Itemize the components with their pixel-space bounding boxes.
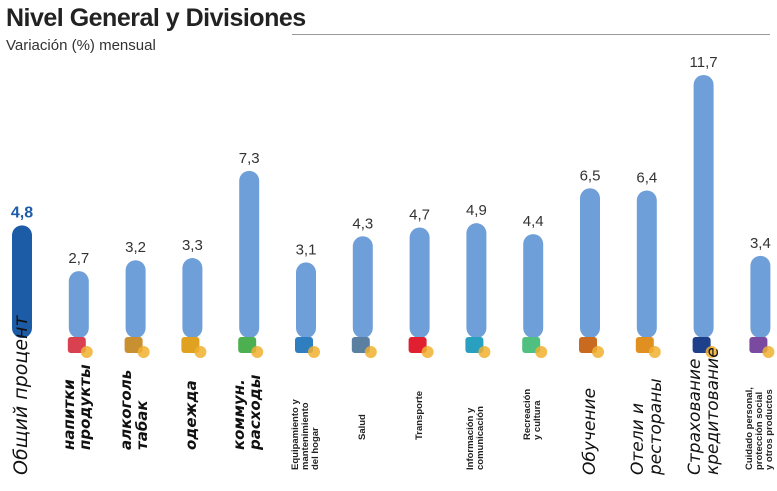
bar-13 [750, 255, 771, 338]
clothing-icon [181, 337, 207, 358]
value-label: 6,4 [636, 169, 657, 186]
bar-12 [693, 74, 714, 338]
bank-icon [692, 337, 718, 358]
value-label: 6,5 [580, 167, 601, 184]
category-label: Equipamiento y mantenimiento del hogar [290, 399, 321, 470]
bar-2 [125, 260, 146, 338]
chart-title: Nivel General y Divisiones [6, 4, 306, 32]
doctor-icon [351, 337, 377, 358]
value-label: 7,3 [239, 150, 260, 167]
value-label: 3,1 [296, 241, 317, 258]
category-label: Общий процент [10, 315, 32, 475]
value-label: 4,4 [523, 213, 544, 230]
theater-masks-icon [522, 337, 548, 358]
chart-subtitle: Variación (%) mensual [6, 37, 156, 54]
category-label: коммун. расходы [230, 374, 264, 450]
washing-machine-icon [295, 337, 320, 358]
title-divider [292, 34, 770, 35]
bar-8 [466, 223, 487, 338]
value-label: 3,2 [125, 239, 146, 256]
value-label: 3,3 [182, 237, 203, 254]
category-label: Cuidado personal, protección social y ot… [744, 387, 776, 470]
category-label: Salud [356, 414, 368, 440]
category-label: Transporte [413, 390, 425, 440]
value-label: 4,7 [409, 207, 430, 224]
alcohol-tobacco-icon [124, 337, 150, 358]
bar-5 [296, 262, 316, 338]
bar-9 [523, 234, 544, 338]
bar-3 [182, 258, 203, 338]
value-label: 2,7 [68, 250, 89, 267]
bar-6 [352, 236, 373, 338]
personal-care-icon [749, 337, 775, 358]
value-label: 4,9 [466, 202, 487, 219]
category-label: напитки продукты [59, 364, 94, 450]
value-label: 11,7 [690, 54, 718, 71]
category-label: Отели и рестораны [627, 378, 666, 475]
computer-icon [465, 337, 491, 358]
value-label: 4,8 [11, 204, 33, 221]
car-plane-icon [408, 337, 434, 358]
category-label: Страхование кредитование [684, 347, 723, 475]
food-drink-icon [67, 337, 93, 358]
category-label: Información y comunicación [465, 406, 487, 470]
category-label: Обучение [579, 387, 600, 475]
house-utilities-icon [238, 337, 264, 358]
bar-7 [409, 227, 430, 338]
category-label: алкоголь табак [116, 369, 151, 450]
school-icon [579, 337, 604, 358]
bar-11 [636, 190, 657, 338]
bar-1 [68, 271, 89, 338]
bar-10 [580, 188, 600, 338]
bar-0 [12, 225, 32, 338]
restaurant-icon [635, 337, 661, 358]
category-label: Recreación y cultura [522, 388, 544, 440]
bar-4 [239, 170, 260, 338]
value-label: 3,4 [750, 235, 771, 252]
category-label: одежда [181, 380, 200, 450]
value-label: 4,3 [352, 215, 373, 232]
